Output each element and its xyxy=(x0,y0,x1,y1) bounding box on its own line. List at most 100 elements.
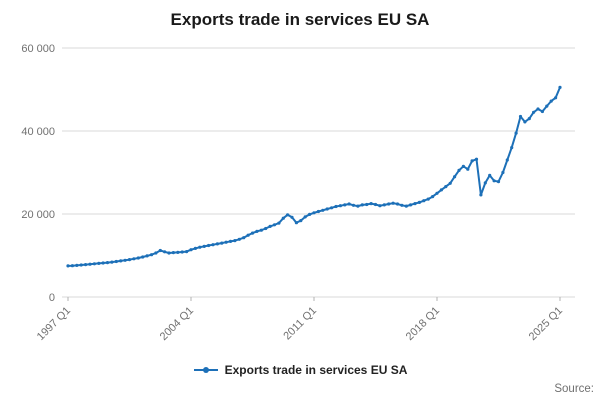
legend[interactable]: Exports trade in services EU SA xyxy=(0,363,600,377)
data-point[interactable] xyxy=(290,215,294,219)
data-point[interactable] xyxy=(84,263,88,267)
data-point[interactable] xyxy=(228,239,233,243)
data-point[interactable] xyxy=(422,199,426,203)
data-point[interactable] xyxy=(338,204,342,208)
data-point[interactable] xyxy=(404,204,408,208)
data-point[interactable] xyxy=(180,250,184,254)
data-point[interactable] xyxy=(308,212,312,216)
data-point[interactable] xyxy=(299,219,303,223)
data-point[interactable] xyxy=(501,170,505,175)
data-point[interactable] xyxy=(277,221,281,225)
data-point[interactable] xyxy=(365,202,369,207)
data-point[interactable] xyxy=(88,262,92,266)
data-point[interactable] xyxy=(369,202,373,206)
data-point[interactable] xyxy=(453,175,457,179)
data-point[interactable] xyxy=(303,215,307,219)
data-point[interactable] xyxy=(558,85,562,89)
data-point[interactable] xyxy=(532,110,536,114)
data-point[interactable] xyxy=(549,99,553,103)
data-point[interactable] xyxy=(536,107,540,111)
data-point[interactable] xyxy=(70,264,74,268)
data-point[interactable] xyxy=(167,251,171,255)
data-point[interactable] xyxy=(334,204,338,209)
data-point[interactable] xyxy=(439,188,443,192)
data-point[interactable] xyxy=(461,164,465,168)
data-point[interactable] xyxy=(378,204,382,208)
data-point[interactable] xyxy=(171,251,175,255)
line-chart[interactable]: 0 20 000 40 000 60 000 1997 Q1 2004 Q1 2011 Q1… xyxy=(0,0,600,360)
data-point[interactable] xyxy=(391,201,395,205)
data-point[interactable] xyxy=(540,109,545,114)
data-point[interactable] xyxy=(132,257,136,261)
data-point[interactable] xyxy=(97,261,101,265)
data-point[interactable] xyxy=(163,250,167,254)
data-point[interactable] xyxy=(435,191,439,195)
data-point[interactable] xyxy=(127,258,132,262)
data-point[interactable] xyxy=(114,259,118,264)
data-point[interactable] xyxy=(387,202,391,206)
data-point[interactable] xyxy=(554,96,558,100)
data-point[interactable] xyxy=(286,213,290,217)
data-point[interactable] xyxy=(158,248,162,253)
data-point[interactable] xyxy=(448,181,452,185)
data-point[interactable] xyxy=(325,207,329,211)
data-point[interactable] xyxy=(66,264,70,268)
data-point[interactable] xyxy=(488,173,492,177)
data-point[interactable] xyxy=(101,261,105,265)
data-point[interactable] xyxy=(92,262,96,266)
data-point[interactable] xyxy=(373,202,378,207)
data-point[interactable] xyxy=(79,263,83,267)
data-point[interactable] xyxy=(272,223,277,227)
data-point[interactable] xyxy=(281,216,285,220)
data-point[interactable] xyxy=(505,158,509,162)
data-point[interactable] xyxy=(123,258,127,262)
data-point[interactable] xyxy=(255,229,259,233)
data-point[interactable] xyxy=(514,131,518,135)
data-point[interactable] xyxy=(268,224,272,228)
data-point[interactable] xyxy=(431,195,435,199)
data-point[interactable] xyxy=(457,168,461,172)
data-point[interactable] xyxy=(220,241,224,245)
data-point[interactable] xyxy=(154,251,158,255)
data-point[interactable] xyxy=(444,185,448,189)
data-point[interactable] xyxy=(211,243,215,247)
data-point[interactable] xyxy=(185,250,189,254)
data-point[interactable] xyxy=(330,206,334,210)
data-point[interactable] xyxy=(312,211,316,215)
data-point[interactable] xyxy=(343,203,347,207)
data-point[interactable] xyxy=(492,179,496,183)
data-point[interactable] xyxy=(479,193,483,197)
data-point[interactable] xyxy=(149,253,154,257)
data-point[interactable] xyxy=(395,202,400,206)
data-point[interactable] xyxy=(250,231,255,235)
data-point[interactable] xyxy=(360,203,364,207)
data-point[interactable] xyxy=(193,246,197,250)
data-point[interactable] xyxy=(237,237,241,241)
data-point[interactable] xyxy=(426,197,430,201)
data-point[interactable] xyxy=(316,209,320,214)
data-point[interactable] xyxy=(518,114,523,119)
data-point[interactable] xyxy=(224,240,228,244)
data-point[interactable] xyxy=(259,228,263,232)
data-point[interactable] xyxy=(321,208,325,212)
data-point[interactable] xyxy=(215,242,219,246)
data-point[interactable] xyxy=(119,259,123,263)
data-point[interactable] xyxy=(136,256,140,260)
data-point[interactable] xyxy=(382,203,386,207)
data-point[interactable] xyxy=(110,260,114,264)
data-point[interactable] xyxy=(413,202,417,206)
data-point[interactable] xyxy=(496,180,501,184)
data-point[interactable] xyxy=(474,157,479,161)
data-point[interactable] xyxy=(141,255,145,259)
data-point[interactable] xyxy=(466,167,470,171)
data-point[interactable] xyxy=(75,263,79,267)
data-point[interactable] xyxy=(545,104,549,108)
data-point[interactable] xyxy=(189,248,193,252)
data-point[interactable] xyxy=(527,117,531,121)
data-point[interactable] xyxy=(233,239,237,243)
data-point[interactable] xyxy=(246,233,250,237)
data-point[interactable] xyxy=(207,243,211,248)
data-point[interactable] xyxy=(356,204,360,208)
data-point[interactable] xyxy=(264,226,268,231)
data-point[interactable] xyxy=(198,245,202,249)
